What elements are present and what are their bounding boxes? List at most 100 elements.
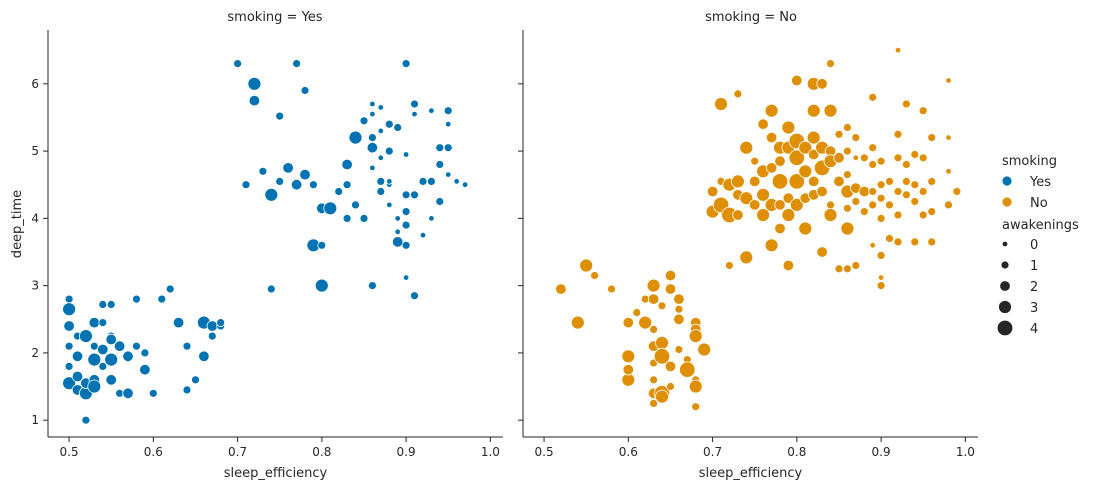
data-point — [105, 333, 117, 346]
x-tick-label: 0.7 — [228, 445, 247, 459]
data-point — [664, 269, 677, 282]
data-point — [749, 199, 761, 211]
data-point — [182, 385, 192, 395]
data-point — [843, 170, 852, 180]
data-point — [555, 283, 567, 295]
data-point — [248, 94, 261, 107]
data-point — [435, 143, 445, 153]
data-point — [868, 92, 878, 102]
data-point — [97, 343, 109, 356]
data-point — [910, 197, 920, 206]
legend-hue-marker — [1001, 175, 1013, 187]
data-point — [292, 59, 302, 68]
x-tick-label: 1.0 — [481, 445, 500, 459]
data-point — [806, 130, 821, 145]
data-point — [806, 103, 821, 118]
data-point — [757, 118, 769, 130]
x-axis-label: sleep_efficiency — [224, 466, 328, 481]
data-point — [894, 47, 902, 54]
data-point — [893, 129, 903, 139]
data-point — [62, 376, 76, 391]
data-point — [918, 187, 928, 196]
data-point — [351, 200, 360, 210]
data-point — [833, 175, 845, 188]
data-point — [876, 213, 886, 223]
data-point — [369, 110, 376, 118]
data-point — [653, 348, 671, 365]
data-point — [445, 120, 452, 128]
data-point — [869, 242, 876, 249]
data-point — [774, 222, 786, 235]
data-point — [764, 238, 779, 253]
data-point — [264, 187, 279, 202]
legend-size-label: 4 — [1030, 322, 1038, 337]
data-point — [98, 300, 108, 309]
axes-smoking-no: 0.5 0.6 0.7 0.8 0.9 1.0 sleep_efficiency — [518, 30, 978, 481]
data-point — [334, 187, 344, 196]
data-point — [674, 304, 684, 314]
data-point — [739, 250, 754, 265]
data-point — [823, 103, 838, 118]
data-point — [113, 340, 126, 352]
x-tick-label: 0.7 — [703, 445, 722, 459]
y-tick-label: 2 — [31, 346, 39, 360]
data-point — [649, 375, 658, 385]
data-point — [342, 213, 352, 223]
data-point — [798, 221, 813, 236]
data-point — [87, 379, 102, 394]
x-tick-label: 0.5 — [535, 445, 554, 459]
data-point — [691, 402, 701, 412]
legend-size-title: awakenings — [1002, 218, 1079, 233]
y-tick-label: 3 — [31, 279, 39, 293]
data-point — [843, 203, 852, 213]
data-point — [750, 156, 760, 166]
data-point — [165, 284, 175, 294]
data-point — [401, 190, 411, 200]
data-point — [366, 141, 379, 154]
data-point — [927, 237, 937, 247]
data-point — [655, 335, 669, 350]
data-point — [71, 370, 84, 383]
x-axis-label: sleep_efficiency — [699, 466, 803, 481]
data-point — [918, 210, 928, 220]
data-point — [622, 316, 635, 329]
data-point — [445, 171, 452, 178]
data-point — [64, 361, 74, 371]
data-point — [317, 240, 327, 250]
data-point — [876, 250, 886, 260]
legend-size-label: 0 — [1030, 238, 1038, 253]
data-point — [621, 349, 636, 364]
data-point — [885, 234, 894, 243]
data-point — [148, 388, 158, 398]
data-point — [393, 123, 403, 132]
x-tick-label: 0.8 — [312, 445, 331, 459]
data-point — [384, 119, 394, 129]
data-point — [688, 329, 703, 344]
data-point — [647, 293, 660, 305]
data-point — [359, 213, 369, 223]
panel-smoking-no: smoking = No 0.5 0.6 0.7 0.8 0.9 1.0 sleep_eff… — [518, 10, 978, 481]
data-point — [657, 301, 667, 311]
data-point — [826, 200, 835, 210]
data-point — [342, 180, 352, 190]
data-point — [885, 176, 894, 186]
y-axis-label: deep_time — [10, 190, 25, 258]
data-point — [798, 140, 813, 155]
data-point — [402, 274, 410, 281]
data-point — [851, 261, 861, 270]
data-point — [79, 329, 93, 344]
data-point — [443, 143, 453, 153]
data-point — [88, 316, 101, 329]
legend: smoking Yes No awakenings 0 1 2 3 4 — [996, 154, 1079, 337]
data-point — [62, 302, 76, 317]
data-point — [732, 209, 744, 221]
axes-smoking-yes: 0.5 0.6 0.7 0.8 0.9 1.0 1 2 3 4 5 6 sleep_efficiency — [31, 30, 503, 481]
data-point — [419, 231, 427, 239]
data-point — [266, 284, 276, 294]
data-point — [834, 264, 844, 274]
data-point — [132, 294, 141, 304]
x-tick-label: 1.0 — [956, 445, 975, 459]
data-point — [367, 133, 377, 143]
x-tick-label: 0.9 — [397, 445, 416, 459]
data-point — [868, 160, 878, 169]
